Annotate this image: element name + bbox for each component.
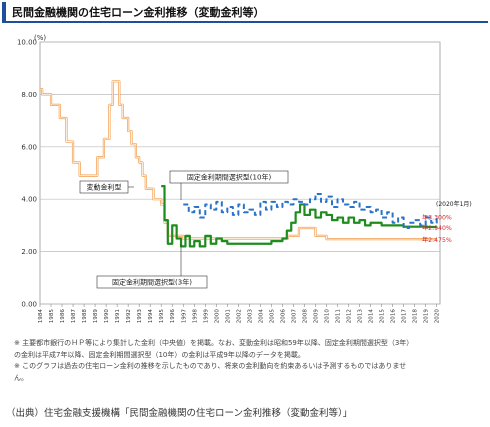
x-tick-label: 1997 xyxy=(181,309,187,324)
x-tick-label: 1991 xyxy=(115,309,121,324)
note-line: ん。 xyxy=(14,373,28,382)
x-tick-label: 1992 xyxy=(126,309,132,323)
x-tick-label: 1999 xyxy=(203,309,209,324)
x-tick-label: 2009 xyxy=(313,309,319,324)
series-line-3 xyxy=(183,192,438,230)
y-tick-label: 8.00 xyxy=(21,91,37,99)
series-line-2 xyxy=(161,185,437,248)
x-tick-label: 2015 xyxy=(380,309,386,324)
x-tick-label: 2005 xyxy=(269,309,275,324)
annotation-3yr-box xyxy=(96,275,208,289)
x-tick-label: 2019 xyxy=(424,309,430,324)
x-tick-label: 2001 xyxy=(225,309,231,324)
x-tick-label: 2002 xyxy=(236,309,242,323)
source-citation: （出典）住宅金融支援機構「民間金融機関の住宅ローン金利推移（変動金利等）」 xyxy=(6,408,353,419)
annotation-variable-label: 変動金利型 xyxy=(87,183,122,192)
x-tick-label: 2000 xyxy=(214,309,220,324)
notes: ※ 主要都市銀行のＨＰ等により集計した金利（中央値）を掲載。なお、変動金利は昭和… xyxy=(14,338,484,384)
x-tick-label: 1995 xyxy=(159,309,165,324)
annotation-latest-rate: 年3.300% xyxy=(422,214,452,222)
x-tick-label: 2017 xyxy=(402,309,408,324)
x-tick-label: 1993 xyxy=(137,309,143,324)
y-tick-label: 4.00 xyxy=(21,196,37,204)
x-tick-label: 2004 xyxy=(258,309,264,324)
x-tick-label: 2020 xyxy=(435,309,441,324)
unit-label: (%) xyxy=(34,34,46,42)
x-tick-label: 2011 xyxy=(336,309,342,324)
annotation-latest-rate: 年2.475% xyxy=(422,236,452,244)
x-tick-label: 2007 xyxy=(291,309,297,324)
note-line: ※ 主要都市銀行のＨＰ等により集計した金利（中央値）を掲載。なお、変動金利は昭和… xyxy=(14,339,414,347)
x-tick-label: 1984 xyxy=(38,309,44,324)
y-tick-label: 0.00 xyxy=(21,301,37,309)
x-tick-label: 1986 xyxy=(60,309,66,324)
x-tick-label: 1996 xyxy=(170,309,176,324)
x-tick-label: 2014 xyxy=(369,309,375,324)
note-line: の金利は平成7年以降、固定金利期間選択型（10年）の金利は平成9年以降のデータを… xyxy=(14,350,305,359)
x-tick-label: 2018 xyxy=(413,309,419,324)
x-tick-label: 1985 xyxy=(49,309,55,324)
annotation-10yr-label: 固定金利期間選択型(10年) xyxy=(187,173,272,182)
x-tick-label: 2003 xyxy=(247,309,253,324)
x-tick-label: 1989 xyxy=(93,309,99,324)
x-tick-label: 1998 xyxy=(192,309,198,324)
title-bar: 民間金融機関の住宅ローン金利推移（変動金利等） xyxy=(2,2,488,23)
annotation-10yr-box xyxy=(169,170,289,184)
x-tick-label: 1987 xyxy=(71,309,77,324)
series-line-1-inner xyxy=(40,80,437,240)
x-tick-label: 2013 xyxy=(358,309,364,324)
annotation-date: (2020年1月) xyxy=(436,200,472,208)
rate-chart: 0.00 2.00 4.00 6.00 8.00 10.00 1984 1985 1986 19… xyxy=(17,34,472,324)
x-tick-label: 1990 xyxy=(104,309,110,324)
y-tick-label: 10.00 xyxy=(17,39,37,47)
note-line: ※ このグラフは過去の住宅ローン金利の推移を示したものであり、将来の金利動向を約… xyxy=(14,362,407,370)
x-tick-label: 1988 xyxy=(82,309,88,324)
annotation-3yr-label: 固定金利期間選択型(3年) xyxy=(112,278,192,287)
x-tick-label: 2010 xyxy=(325,309,331,324)
y-tick-label: 6.00 xyxy=(21,143,37,151)
x-tick-label: 2008 xyxy=(302,309,308,324)
page-title: 民間金融機関の住宅ローン金利推移（変動金利等） xyxy=(12,6,265,19)
x-tick-label: 1994 xyxy=(148,309,154,324)
x-tick-label: 2016 xyxy=(391,309,397,324)
x-tick-label: 2006 xyxy=(280,309,286,324)
y-tick-label: 2.00 xyxy=(21,248,37,256)
x-tick-label: 2012 xyxy=(347,309,353,323)
annotation-latest-rate: 年2.940% xyxy=(422,224,452,232)
